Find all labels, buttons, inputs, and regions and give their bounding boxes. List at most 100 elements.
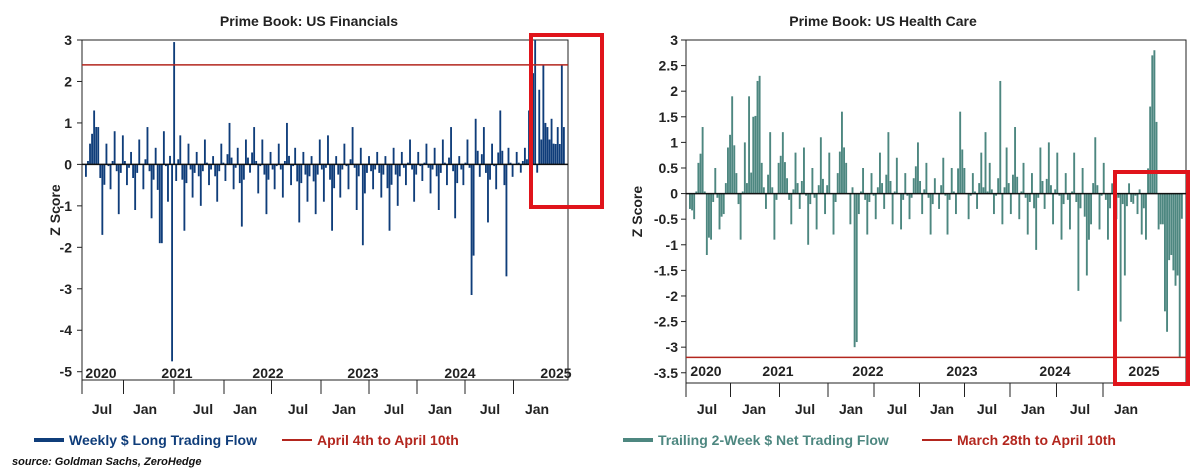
bar: [251, 152, 253, 165]
bar: [889, 180, 892, 194]
bar: [762, 187, 765, 194]
bar: [269, 151, 272, 165]
y-tick-label: 1: [670, 134, 678, 150]
bar: [495, 164, 498, 190]
bar: [1039, 147, 1042, 194]
bar: [230, 157, 233, 165]
x-month-label: Jul: [977, 401, 997, 417]
bar: [446, 164, 448, 186]
bar: [177, 159, 180, 165]
bar: [337, 164, 340, 175]
bar: [169, 155, 171, 165]
bar: [695, 191, 698, 194]
bar: [1111, 183, 1114, 194]
bar: [394, 164, 397, 175]
bar: [443, 162, 446, 165]
bar: [974, 191, 976, 194]
bar: [357, 164, 360, 177]
bar: [119, 164, 122, 173]
bar: [370, 164, 372, 172]
bar: [368, 156, 370, 165]
bar: [1066, 193, 1069, 200]
y-tick-label: -5: [60, 364, 73, 380]
bar: [419, 164, 422, 167]
bar: [519, 164, 522, 173]
bar: [363, 164, 366, 194]
bar: [339, 164, 342, 198]
bar: [320, 164, 323, 170]
bar: [294, 147, 297, 165]
bar: [417, 151, 420, 165]
bar: [546, 127, 549, 165]
bar: [460, 164, 463, 170]
bar: [175, 164, 178, 181]
bar: [259, 164, 262, 167]
bar: [536, 164, 539, 173]
bar: [511, 164, 514, 177]
bar: [222, 162, 225, 165]
bar: [722, 193, 725, 215]
bar: [995, 193, 998, 196]
bar: [959, 111, 962, 194]
bar: [409, 139, 411, 165]
x-year-label: 2022: [852, 363, 883, 379]
highlight-box-financials: [529, 33, 604, 209]
bar: [216, 164, 219, 202]
bar: [421, 164, 424, 181]
y-tick-label: -3: [60, 281, 73, 297]
bar: [386, 164, 389, 189]
bar: [472, 164, 475, 256]
bar: [900, 193, 903, 230]
bar: [89, 143, 91, 165]
bar: [1085, 193, 1088, 276]
bar: [283, 160, 286, 165]
chart-health-care: Prime Book: US Health Care Z Score 3 2.5 2 1.…: [629, 13, 1187, 417]
bar: [1109, 193, 1112, 209]
y-tick-label: 2: [64, 73, 72, 89]
bar: [1142, 193, 1145, 209]
bar: [691, 193, 694, 211]
legend-health-care: Trailing 2-Week $ Net Trading Flow March…: [623, 432, 1116, 448]
bar: [769, 132, 772, 194]
bar: [1069, 193, 1071, 230]
bar: [199, 164, 202, 206]
x-month-label: Jan: [742, 401, 766, 417]
bar: [1047, 142, 1050, 194]
bar: [1100, 193, 1103, 196]
bar: [384, 156, 387, 165]
bar: [912, 178, 915, 194]
bar: [1073, 152, 1076, 194]
bar: [746, 183, 748, 194]
bar: [843, 147, 846, 194]
bar: [355, 164, 358, 210]
bar: [868, 193, 871, 202]
bar: [544, 122, 547, 165]
bar: [828, 152, 831, 194]
y-tick-label: -3.5: [654, 365, 678, 381]
bar: [316, 164, 319, 175]
bar: [167, 164, 169, 202]
bar: [247, 157, 249, 165]
bar: [1018, 193, 1021, 220]
bar: [1007, 183, 1010, 194]
y-tick-label: 2.5: [659, 58, 679, 74]
bar: [933, 178, 936, 194]
bar: [792, 189, 795, 194]
bar: [538, 89, 541, 165]
bar: [796, 183, 799, 194]
bar: [128, 164, 130, 168]
bar: [534, 40, 537, 165]
bar: [1035, 193, 1038, 250]
bar: [126, 164, 128, 186]
bar: [1062, 193, 1065, 205]
bar: [693, 193, 696, 220]
bar: [491, 143, 493, 165]
bar: [976, 193, 979, 209]
highlight-box-health-care: [1113, 170, 1190, 386]
bar: [779, 155, 782, 194]
bar: [689, 193, 691, 209]
bar: [487, 164, 489, 223]
bar: [441, 139, 444, 165]
bar: [697, 162, 700, 194]
